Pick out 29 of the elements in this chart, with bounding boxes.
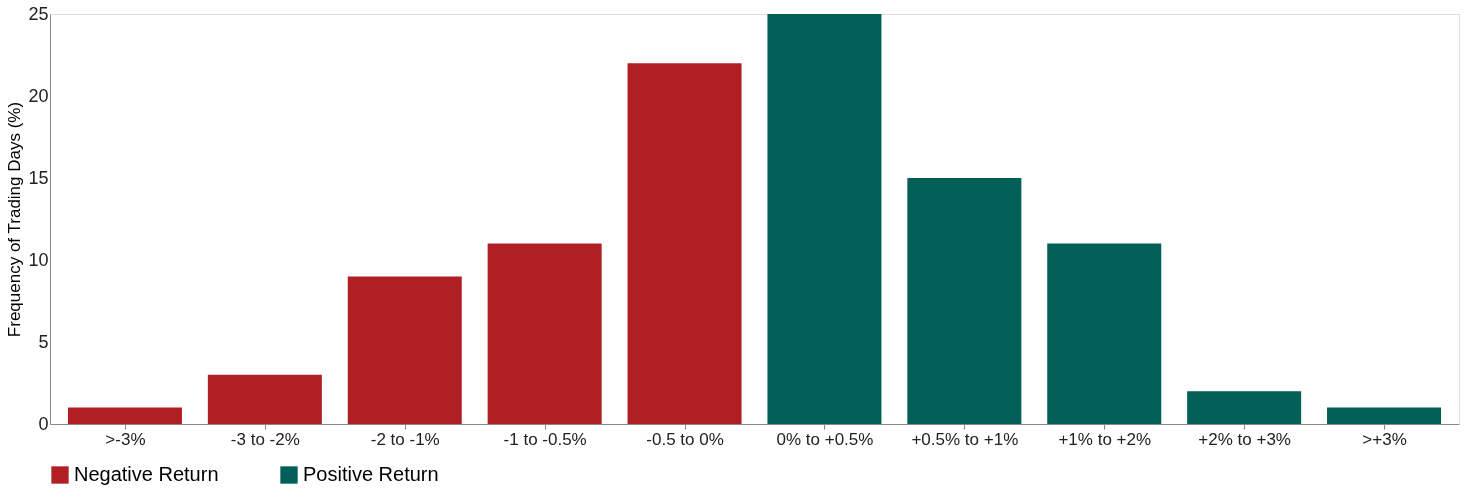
bar [1047, 243, 1162, 424]
x-tick-label: >-3% [105, 429, 146, 449]
bar [487, 243, 602, 424]
bar [767, 14, 882, 424]
bar [1327, 407, 1442, 424]
x-tick-label: >+3% [1362, 429, 1407, 449]
y-tick-label: 15 [28, 167, 49, 188]
bar [627, 63, 742, 424]
x-tick-label: -1 to -0.5% [503, 429, 587, 449]
y-tick-label: 5 [38, 331, 49, 352]
y-tick-label: 10 [28, 249, 49, 270]
bar [1187, 391, 1302, 424]
y-tick-label: 25 [28, 3, 49, 24]
x-tick-label: +1% to +2% [1058, 429, 1152, 449]
bar [207, 374, 322, 424]
y-tick-label: 20 [28, 85, 49, 106]
legend-label: Positive Return [303, 463, 439, 485]
y-axis-title: Frequency of Trading Days (%) [5, 101, 25, 338]
x-tick-label: -2 to -1% [370, 429, 440, 449]
x-tick-label: +0.5% to +1% [911, 429, 1019, 449]
x-tick-label: -0.5 to 0% [646, 429, 724, 449]
bar [907, 178, 1022, 424]
legend-label: Negative Return [74, 463, 219, 485]
bar [67, 407, 182, 424]
x-tick-label: -3 to -2% [230, 429, 300, 449]
x-tick-label: 0% to +0.5% [776, 429, 874, 449]
bar [347, 276, 462, 424]
x-tick-label: +2% to +3% [1198, 429, 1291, 449]
y-tick-label: 0 [38, 413, 49, 434]
